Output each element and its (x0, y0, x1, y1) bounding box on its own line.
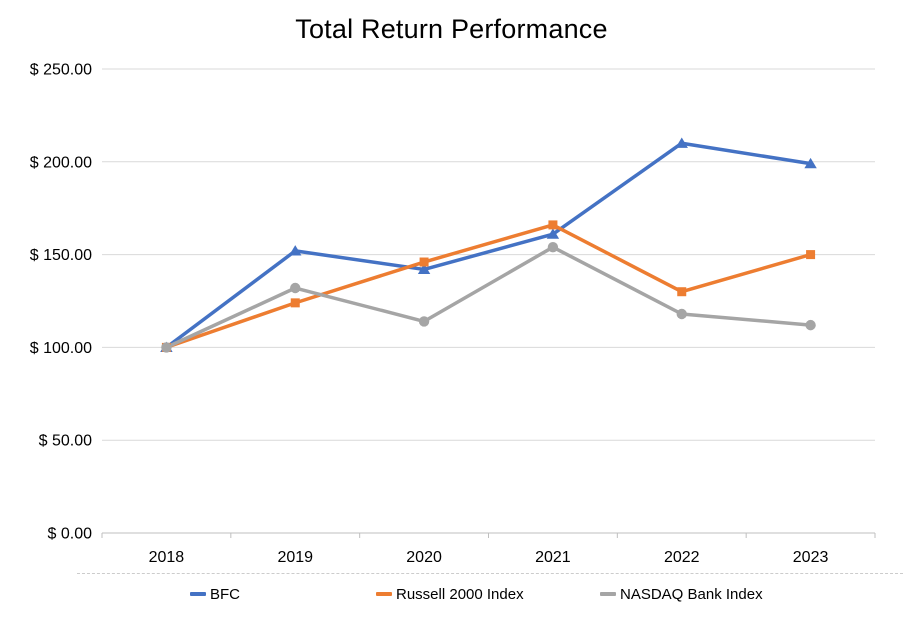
y-axis-label: $ 250.00 (30, 62, 92, 79)
x-axis-label: 2022 (664, 549, 700, 566)
marker-bfc-2023 (804, 157, 817, 169)
marker-bfc-2022 (675, 137, 688, 148)
legend-label: Russell 2000 Index (396, 585, 524, 603)
marker-russell-2000-index-2023 (806, 250, 816, 260)
marker-russell-2000-index-2020 (419, 257, 429, 267)
legend-key-bfc (190, 592, 206, 596)
legend-label: NASDAQ Bank Index (620, 585, 763, 603)
chart-title: Total Return Performance (295, 14, 608, 44)
legend-key-nasdaq-bank-index (600, 592, 616, 596)
marker-nasdaq-bank-index-2019 (290, 282, 301, 294)
series-line-nasdaq-bank-index (164, 245, 813, 350)
marker-bfc-2020 (417, 263, 431, 275)
marker-bfc-2019 (289, 245, 302, 256)
marker-bfc-2021 (546, 228, 560, 239)
line-chart-plot: $ 0.00 $ 50.00 $ 100.00 $ 150.00 $ 200.00 $ 2… (30, 62, 876, 566)
x-axis-label: 2023 (793, 549, 829, 566)
marker-nasdaq-bank-index-2022 (676, 308, 687, 320)
legend-item-bfc: BFC (190, 585, 240, 603)
x-axis-label: 2021 (535, 549, 571, 566)
marker-nasdaq-bank-index-2023 (805, 319, 816, 331)
marker-nasdaq-bank-index-2018 (161, 342, 172, 353)
y-axis-label: $ 100.00 (30, 340, 92, 357)
marker-nasdaq-bank-index-2021 (547, 241, 559, 253)
legend-key-russell-2000-index (376, 592, 392, 596)
legend-label: BFC (210, 585, 240, 603)
y-axis-label: $ 200.00 (30, 154, 92, 171)
series-line-russell-2000-index (164, 223, 813, 350)
dashed-separator-line (77, 573, 903, 574)
x-axis-label: 2020 (406, 549, 442, 566)
legend-item-nasdaq-bank-index: NASDAQ Bank Index (600, 585, 763, 603)
marker-russell-2000-index-2022 (677, 287, 687, 297)
x-axis-label: 2018 (149, 549, 185, 566)
marker-russell-2000-index-2021 (548, 220, 558, 230)
y-axis-label: $ 0.00 (48, 526, 93, 543)
x-axis-label: 2019 (277, 549, 313, 566)
marker-russell-2000-index-2019 (290, 298, 300, 308)
legend-item-russell-2000-index: Russell 2000 Index (376, 585, 524, 603)
series-line-bfc (164, 141, 813, 350)
y-axis-label: $ 50.00 (39, 433, 92, 450)
marker-nasdaq-bank-index-2020 (418, 316, 430, 327)
y-axis-label: $ 150.00 (30, 247, 92, 264)
